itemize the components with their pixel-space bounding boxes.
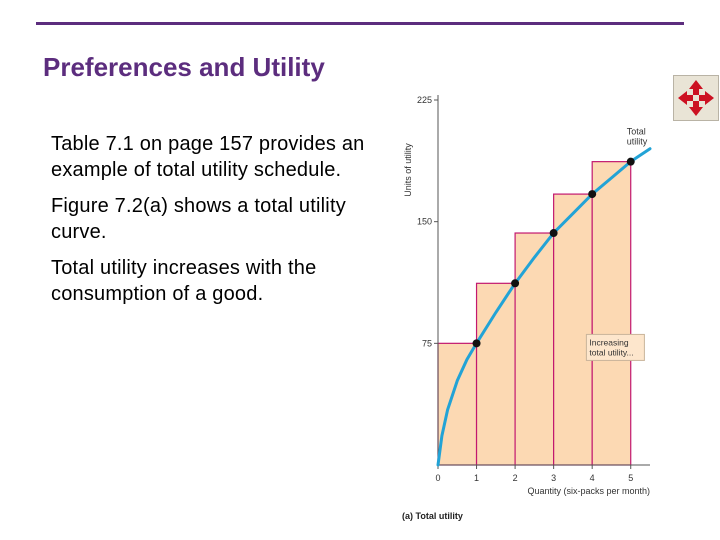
annotation-line: Increasing	[589, 337, 628, 347]
x-tick-label: 3	[551, 473, 556, 483]
slide-title: Preferences and Utility	[43, 52, 325, 82]
annotation-text: Increasing total utility...	[589, 337, 633, 357]
bullet-item: Figure 7.2(a) shows a total utility curv…	[51, 195, 346, 243]
move-arrows-icon[interactable]	[673, 75, 719, 121]
y-tick-label: 75	[422, 338, 432, 348]
x-tick-label: 1	[474, 473, 479, 483]
data-point	[472, 339, 481, 348]
data-point	[626, 157, 635, 166]
chart-canvas: 0 1 2 3 4 5 75 150 225 Units of utility Quantity …	[402, 95, 652, 521]
bullet-list: Table 7.1 on page 157 provides an exampl…	[51, 131, 381, 317]
utility-bar	[514, 232, 555, 466]
step-bars	[437, 161, 632, 466]
x-tick-label: 4	[590, 473, 595, 483]
utility-bar	[553, 193, 593, 466]
bullet-item: Table 7.1 on page 157 provides an exampl…	[51, 133, 365, 181]
chart-axes: 0 1 2 3 4 5 75 150 225	[417, 95, 650, 483]
total-utility-chart: 0 1 2 3 4 5 75 150 225 Units of utility Quantity …	[390, 85, 665, 535]
utility-bar	[591, 161, 632, 466]
annotation-line: total utility...	[589, 347, 633, 357]
data-point	[549, 229, 558, 238]
title-rule	[36, 22, 684, 25]
bullet-item: Total utility increases with the consump…	[51, 257, 317, 305]
data-points	[472, 157, 635, 348]
series-label-line: Total	[627, 127, 646, 137]
series-label-line: utility	[627, 137, 648, 147]
x-tick-label: 5	[628, 473, 633, 483]
y-axis-label: Units of utility	[403, 143, 413, 197]
data-point	[511, 279, 520, 288]
x-tick-label: 0	[435, 473, 440, 483]
utility-bar	[437, 342, 478, 466]
y-tick-label: 150	[417, 217, 432, 227]
chart-caption: (a) Total utility	[402, 511, 463, 521]
y-tick-label: 225	[417, 95, 432, 105]
series-label: Total utility	[627, 127, 648, 147]
chart-labels: Units of utility Quantity (six-packs per …	[402, 127, 650, 521]
move-arrows-glyph	[678, 80, 714, 116]
x-axis-label: Quantity (six-packs per month)	[527, 486, 650, 496]
annotation-box	[585, 333, 645, 361]
data-point	[588, 190, 597, 199]
x-tick-label: 2	[513, 473, 518, 483]
